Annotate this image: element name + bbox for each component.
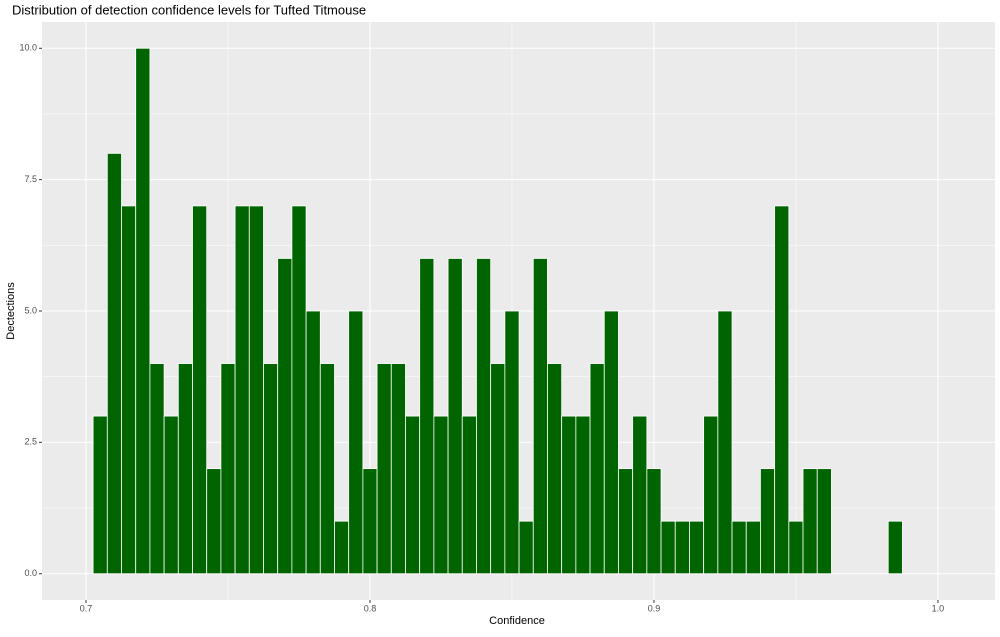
bar [703,415,719,575]
y-tick-label: 7.5 [24,174,37,184]
bar [504,310,520,575]
bar [745,520,761,575]
chart-title: Distribution of detection confidence lev… [12,2,366,17]
bar [618,468,634,575]
x-axis-label: Confidence [489,615,545,627]
bar [163,415,179,575]
bar [263,363,279,575]
bar [334,520,350,575]
bar [802,468,818,575]
bar [476,258,492,575]
bar [405,415,421,575]
bar [547,363,563,575]
bar [490,363,506,575]
bar [319,363,335,575]
bar [887,520,903,575]
bar [121,205,137,575]
y-tick-label: 2.5 [24,437,37,447]
bar [646,468,662,575]
x-tick-label: 1.0 [932,603,945,613]
bar [689,520,705,575]
bar [305,310,321,575]
bar [660,520,676,575]
bar [149,363,165,575]
bar [220,363,236,575]
bar [362,468,378,575]
bar [632,415,648,575]
bar [177,363,193,575]
x-tick-label: 0.9 [648,603,661,613]
bar [589,363,605,575]
bar [788,520,804,575]
bar [461,415,477,575]
bar [419,258,435,575]
bar [774,205,790,575]
bar [376,363,392,575]
y-tick-label: 5.0 [24,305,37,315]
bar [348,310,364,575]
bar [561,415,577,575]
bar [518,520,534,575]
bar [277,258,293,575]
bar [92,415,108,575]
bar [248,205,264,575]
y-axis-label: Dectections [5,282,17,340]
y-tick-label: 10.0 [19,43,37,53]
bar [291,205,307,575]
bar [433,415,449,575]
bar [532,258,548,575]
x-tick-label: 0.8 [364,603,377,613]
bar [760,468,776,575]
bar [717,310,733,575]
bar [816,468,832,575]
bar [206,468,222,575]
bar [390,363,406,575]
x-tick-label: 0.7 [80,603,93,613]
bar [234,205,250,575]
bar [447,258,463,575]
bar [106,152,122,575]
y-tick-label: 0.0 [24,568,37,578]
bar [192,205,208,575]
bar [135,47,151,575]
bar [603,310,619,575]
bar [674,520,690,575]
bar [575,415,591,575]
bar [731,520,747,575]
